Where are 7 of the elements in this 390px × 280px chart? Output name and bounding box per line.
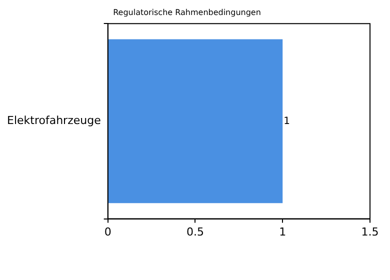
x-tick-label: 1.5 (361, 225, 379, 238)
x-tick-label: 1 (279, 225, 286, 238)
chart-title: Regulatorische Rahmenbedingungen (113, 8, 261, 17)
x-tick-label: 0 (104, 225, 112, 238)
y-tick-label: Elektrofahrzeuge (6, 114, 102, 128)
data-label: 1 (284, 116, 290, 127)
x-tick-label: 0.5 (186, 225, 204, 238)
